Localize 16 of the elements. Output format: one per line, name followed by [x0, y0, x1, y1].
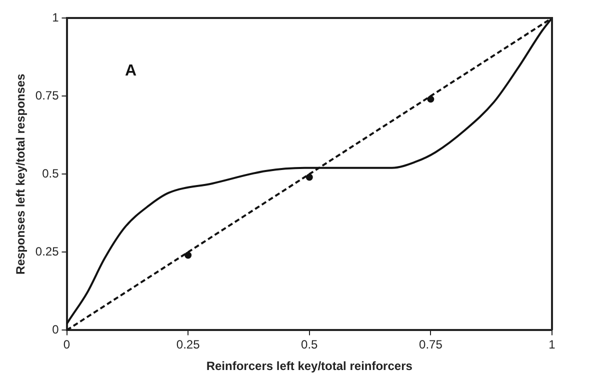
y-tick-label: 0.75	[35, 88, 60, 102]
point	[306, 174, 313, 181]
x-tick-label: 0	[63, 338, 70, 352]
x-tick-label: 0.5	[301, 338, 318, 352]
y-axis-title: Responses left key/total responses	[14, 73, 28, 274]
annotation: A	[124, 62, 137, 80]
y-tick-label: 0.25	[35, 244, 60, 258]
y-tick-label: 0.5	[42, 166, 60, 180]
y-tick-label: 0	[52, 322, 60, 337]
x-tick-label: 0.75	[419, 338, 443, 352]
x-tick-label: 0.25	[176, 338, 200, 352]
point	[184, 252, 192, 259]
x-axis-title: Reinforcers left key/total reinforcers	[206, 359, 413, 374]
point	[427, 96, 434, 103]
x-tick-label: 1	[548, 338, 556, 352]
y-tick-label: 1	[52, 10, 60, 24]
